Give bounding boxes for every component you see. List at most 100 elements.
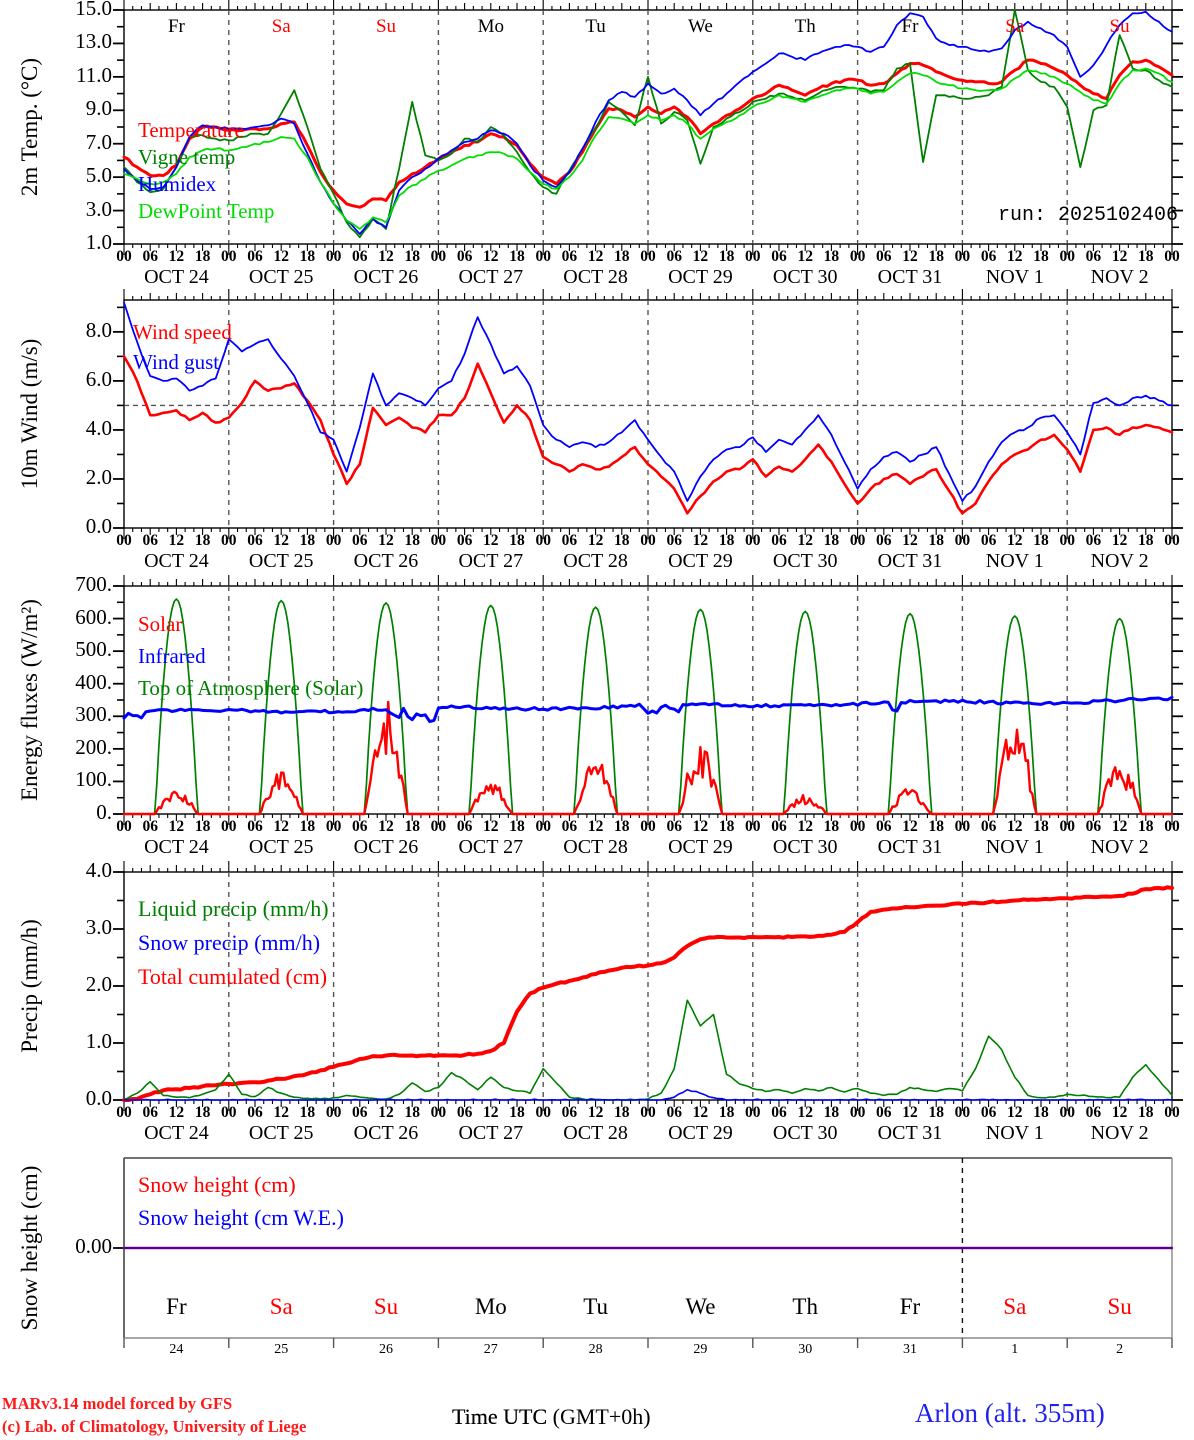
hour-tick-label: 18 [194, 248, 211, 265]
hour-tick-label: 12 [902, 818, 918, 835]
hour-tick-label: 06 [1085, 1104, 1102, 1121]
y-tick-label-wind-1: 2.0 [85, 464, 112, 489]
y-tick-label-temperature-5: 11.0 [76, 62, 112, 87]
hour-tick-label: 06 [876, 818, 892, 835]
y-tick-label-temperature-4: 9.0 [85, 96, 112, 121]
hour-tick-label: 12 [587, 248, 604, 265]
hour-tick-label: 00 [640, 818, 656, 835]
hour-tick-label: 00 [430, 248, 447, 265]
y-tick-label-temperature-6: 13.0 [75, 29, 112, 54]
hour-tick-label: 18 [194, 818, 211, 835]
hour-tick-label: 00 [849, 248, 866, 265]
date-label-energy-7: OCT 31 [877, 836, 943, 858]
hour-tick-label: 12 [378, 818, 394, 835]
hour-tick-label: 18 [928, 818, 944, 835]
hour-tick-label: 00 [221, 248, 237, 265]
hour-tick-label: 06 [561, 1104, 578, 1121]
hour-tick-label: 12 [797, 1104, 813, 1121]
date-label-wind-4: OCT 28 [563, 550, 628, 572]
hour-tick-label: 06 [247, 248, 263, 265]
dow-label-bottom-6: Th [792, 1294, 818, 1319]
hour-tick-label: 18 [928, 248, 944, 265]
legend-snow-0: Snow height (cm) [138, 1172, 296, 1197]
hour-tick-label: 06 [876, 532, 892, 549]
y-tick-label-temperature-7: 15.0 [75, 0, 112, 20]
hour-tick-label: 00 [1059, 532, 1075, 549]
hour-tick-label: 06 [247, 818, 263, 835]
hour-tick-label: 18 [823, 248, 840, 265]
hour-tick-label: 06 [980, 818, 997, 835]
hour-tick-label: 00 [535, 1104, 551, 1121]
hour-tick-label: 12 [483, 818, 499, 835]
hour-tick-label: 18 [194, 1104, 211, 1121]
daynum-label-8: 1 [1011, 1342, 1019, 1357]
legend-snow-1: Snow height (cm W.E.) [138, 1205, 344, 1230]
footer-copyright-line: (c) Lab. of Climatology, University of L… [2, 1417, 307, 1436]
hour-tick-label: 18 [718, 818, 735, 835]
hour-tick-label: 00 [954, 1104, 971, 1121]
y-tick-label-temperature-3: 7.0 [85, 129, 112, 154]
hour-tick-label: 06 [666, 248, 682, 265]
hour-tick-label-end: 00 [1164, 248, 1180, 265]
hour-tick-label: 18 [1033, 818, 1049, 835]
date-label-energy-6: OCT 30 [772, 836, 838, 858]
hour-tick-label: 00 [116, 818, 132, 835]
hour-tick-label: 18 [1033, 248, 1049, 265]
legend-precip-0: Liquid precip (mm/h) [138, 896, 329, 921]
hour-tick-label: 06 [247, 1104, 263, 1121]
hour-tick-label: 00 [535, 532, 551, 549]
date-label-wind-0: OCT 24 [144, 550, 209, 572]
hour-tick-label: 12 [1111, 1104, 1128, 1121]
hour-tick-label: 00 [954, 248, 971, 265]
legend-temperature-1: Vigne temp [138, 145, 236, 169]
hour-tick-label: 06 [980, 532, 997, 549]
hour-tick-label-end: 00 [1164, 818, 1180, 835]
dow-label-bottom-9: Su [1107, 1294, 1132, 1319]
hour-tick-label: 18 [299, 818, 316, 835]
hour-tick-label: 12 [1111, 818, 1128, 835]
hour-tick-label: 18 [509, 532, 525, 549]
hour-tick-label: 06 [456, 1104, 473, 1121]
date-label-energy-8: NOV 1 [985, 836, 1044, 858]
dow-label-top-8: Sa [1005, 16, 1025, 37]
hour-tick-label: 12 [797, 532, 813, 549]
hour-tick-label: 12 [1007, 1104, 1023, 1121]
hour-tick-label: 12 [168, 1104, 185, 1121]
hour-tick-label: 12 [168, 532, 185, 549]
legend-energy-2: Top of Atmosphere (Solar) [138, 676, 364, 700]
date-label-temperature-6: OCT 30 [772, 266, 838, 288]
date-label-energy-4: OCT 28 [563, 836, 628, 858]
hour-tick-label: 12 [483, 532, 499, 549]
hour-tick-label: 00 [116, 1104, 132, 1121]
series-humidex [123, 10, 1173, 235]
legend-energy-1: Infrared [138, 644, 206, 668]
dow-label-top-4: Tu [585, 16, 606, 37]
date-label-precip-1: OCT 25 [248, 1122, 314, 1144]
hour-tick-label: 18 [509, 248, 525, 265]
plot-frame-wind [123, 299, 1173, 529]
hour-tick-label: 00 [954, 818, 971, 835]
dow-label-bottom-4: Tu [583, 1294, 608, 1319]
date-label-precip-3: OCT 27 [458, 1122, 524, 1144]
hour-tick-label: 12 [587, 818, 604, 835]
hour-tick-label: 06 [142, 532, 158, 549]
hour-tick-label: 06 [352, 1104, 368, 1121]
y-tick-label-precip-1: 1.0 [85, 1029, 112, 1053]
hour-tick-label: 00 [325, 818, 342, 835]
hour-tick-label: 18 [1033, 1104, 1049, 1121]
hour-tick-label: 12 [692, 248, 709, 265]
hour-tick-label: 06 [876, 1104, 892, 1121]
date-label-energy-3: OCT 27 [458, 836, 524, 858]
hour-tick-label: 06 [142, 818, 158, 835]
hour-tick-label: 00 [325, 532, 342, 549]
dow-label-top-6: Th [794, 16, 816, 37]
series-liquid-precip-mm-h- [123, 999, 1173, 1101]
dow-label-bottom-8: Sa [1003, 1294, 1027, 1319]
hour-tick-label: 00 [954, 532, 971, 549]
hour-tick-label: 12 [168, 818, 185, 835]
hour-tick-label: 18 [718, 1104, 735, 1121]
date-label-temperature-1: OCT 25 [248, 266, 314, 288]
hour-tick-label: 12 [902, 1104, 918, 1121]
hour-tick-label: 06 [1085, 248, 1102, 265]
hour-tick-label: 18 [1138, 1104, 1154, 1121]
